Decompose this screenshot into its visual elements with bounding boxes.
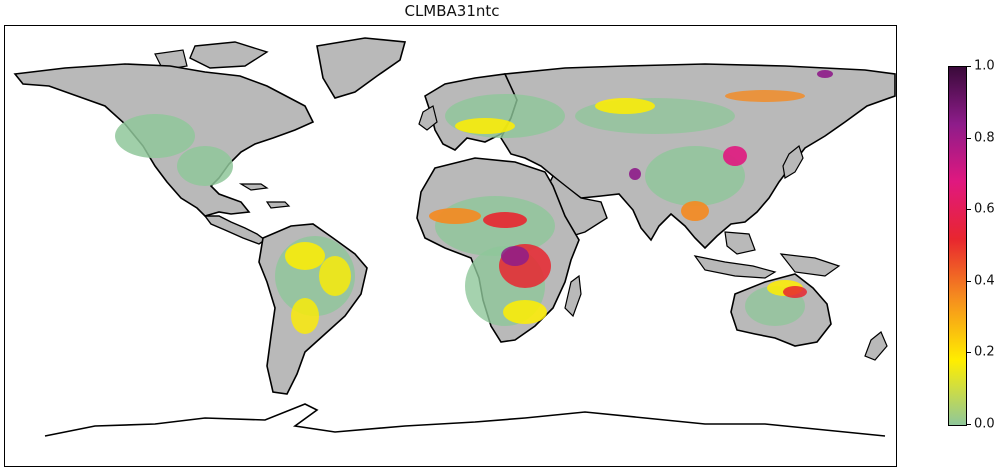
colorbar <box>948 66 967 426</box>
colorbar-tick-label: 1.0 <box>974 58 995 74</box>
new-zealand <box>864 331 888 361</box>
colorbar-tick-mark <box>966 66 971 67</box>
britain <box>418 105 438 131</box>
colorbar-tick-label: 0.0 <box>974 416 995 432</box>
data-hotspots <box>115 70 833 334</box>
colorbar-tick-label: 0.4 <box>974 273 995 289</box>
central-america <box>203 215 267 245</box>
colorbar-tick-mark <box>966 352 971 354</box>
colorbar-tick-mark <box>966 209 971 211</box>
world-map <box>4 25 897 467</box>
colorbar-tick-mark <box>966 137 971 139</box>
colorbar-tick-label: 0.8 <box>974 130 995 146</box>
map-canvas <box>13 37 896 437</box>
antarctica <box>44 403 886 437</box>
map-title: CLMBA31ntc <box>404 2 500 20</box>
madagascar <box>564 274 582 318</box>
greenland <box>316 37 407 99</box>
colorbar-tick-label: 0.2 <box>974 344 995 360</box>
indonesia <box>693 255 777 279</box>
colorbar-tick-mark <box>966 280 971 282</box>
colorbar-tick-label: 0.6 <box>974 201 995 217</box>
japan <box>782 144 804 179</box>
arctic-islands <box>189 41 269 69</box>
colorbar-tick-mark <box>966 424 971 425</box>
